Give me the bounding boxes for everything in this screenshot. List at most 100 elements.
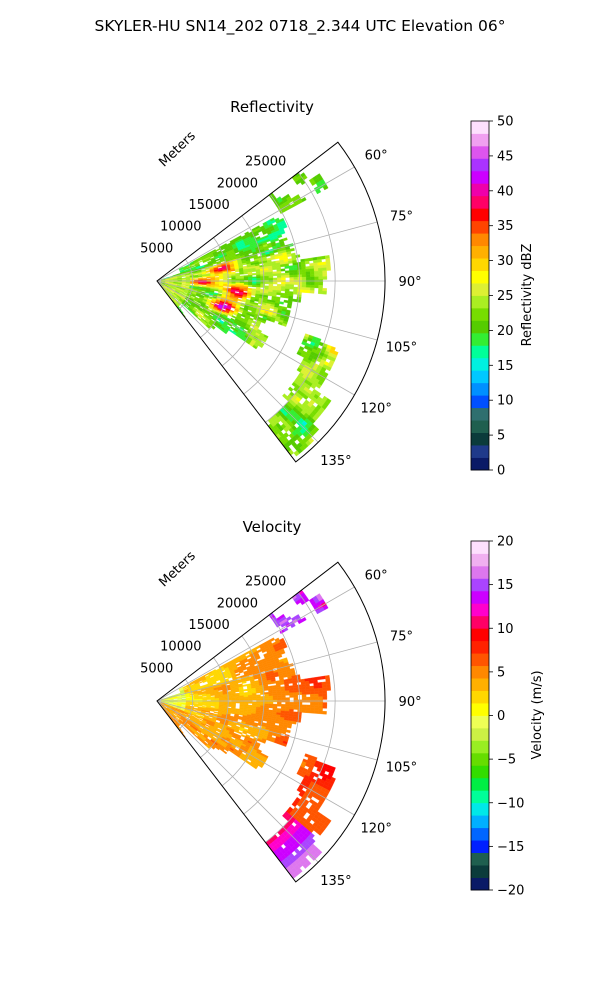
radar-cell [236,663,240,666]
radar-cell [284,296,288,299]
radar-cell [288,261,292,264]
colorbar-tick-label: 35 [497,219,514,234]
radar-cell [264,688,268,690]
radar-cell [290,702,294,704]
colorbar-segment [471,283,489,296]
colorbar-segment [471,641,489,654]
colorbar-segment [471,408,489,421]
radar-cell [273,282,277,284]
colorbar-segment [471,678,489,691]
radar-cell [252,278,256,280]
colorbar-tick-label: 0 [497,709,505,724]
colorbar-segment [471,840,489,853]
radar-cell [302,274,306,277]
colorbar-segment [471,171,489,184]
radar-cell [285,698,289,700]
radar-cell [294,692,298,695]
radar-cell [198,285,202,286]
radar-cell [276,293,280,296]
panel-title: Velocity [243,518,302,536]
azimuth-tick-label: 90° [399,695,422,710]
azimuth-gridline [157,701,318,862]
radar-cell [236,702,240,703]
radar-cell [306,266,310,269]
azimuth-tick-label: 75° [390,209,413,224]
radar-cell [289,693,293,696]
radar-cell [306,290,310,293]
colorbar-segment [471,803,489,816]
colorbar-label: Velocity (m/s) [530,670,545,759]
radar-cell [306,269,310,272]
radar-cell [318,268,322,271]
radar-cell [323,277,327,280]
radar-cell [252,277,256,279]
radar-cell [286,730,291,733]
radial-tick-label: 25000 [245,575,286,590]
radar-cell [277,284,281,286]
colorbar-segment [471,878,489,891]
radar-cell [244,697,248,699]
radar-cell [265,694,269,696]
radar-cell [190,279,194,280]
radar-cell [248,699,252,701]
radar-cell [294,275,298,278]
radar-cell [310,697,314,700]
radar-cell [306,282,310,285]
radar-cell [298,702,302,705]
radar-cell [323,694,327,697]
radar-cell [290,248,295,251]
radar-cell [290,695,294,697]
radar-cell [301,267,305,270]
radar-cell [252,698,256,700]
radar-cell [302,707,306,710]
radar-cell [298,285,302,288]
radar-cell [314,702,318,705]
azimuth-tick-label: 75° [390,629,413,644]
radar-cell [294,697,298,699]
radar-cell [306,710,310,713]
radar-cell [236,279,240,280]
radar-cell [298,705,302,708]
colorbar-tick-label: −15 [497,840,524,855]
radar-cell [294,282,298,284]
radar-cell [321,676,326,679]
radar-cell [285,273,289,275]
radar-cell [269,276,273,278]
radar-cell [270,638,275,642]
radar-cell [194,702,198,703]
radar-cell [240,277,244,279]
radar-cell [309,680,313,683]
radar-cell [240,279,244,281]
azimuth-tick-label: 60° [365,148,388,163]
radar-cell [269,702,273,704]
radar-cell [306,697,310,700]
radar-cell [198,284,202,285]
radar-cell [238,731,242,734]
colorbar-tick-label: 15 [497,359,514,374]
radar-cell [219,278,223,279]
radar-cell [283,238,288,242]
radial-tick-label: 20000 [217,176,258,191]
colorbar-segment [471,308,489,321]
radar-cell [248,279,252,281]
radar-cell [285,282,289,284]
colorbar-segment [471,433,489,446]
azimuth-tick-label: 120° [361,822,392,837]
radar-cell [305,261,309,264]
radar-cell [281,698,285,700]
radar-cell [285,704,289,706]
radar-cell [277,698,281,700]
radar-cell [273,696,277,698]
radar-cell [285,284,289,286]
colorbar-segment [471,541,489,554]
radar-cell [302,272,306,275]
radar-cell [277,702,281,704]
radar-cell [285,693,289,695]
radar-cell [248,697,252,699]
radar-cell [243,684,247,686]
colorbar-segment [471,653,489,666]
radar-cell [318,708,322,711]
